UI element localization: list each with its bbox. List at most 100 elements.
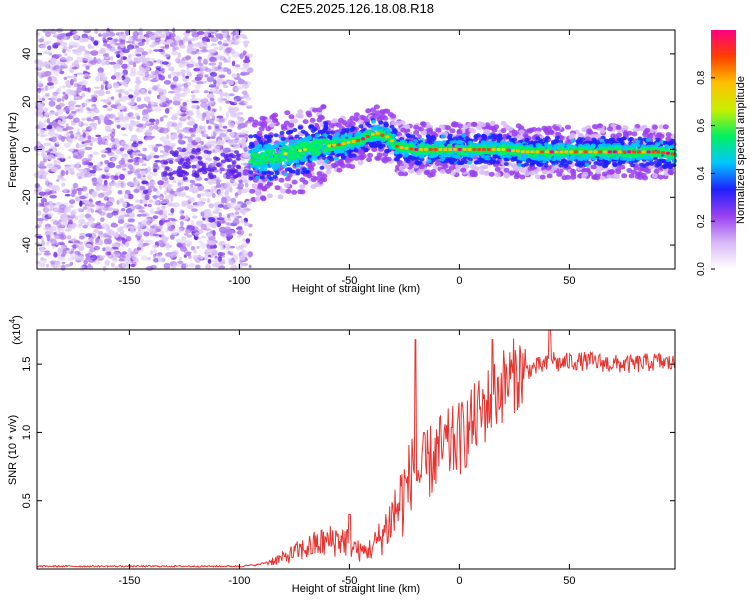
noise-speckle xyxy=(227,68,232,75)
noise-speckle xyxy=(126,64,131,70)
noise-speckle xyxy=(122,48,130,54)
noise-speckle xyxy=(193,189,200,193)
noise-speckle xyxy=(140,170,147,176)
noise-speckle xyxy=(78,218,85,225)
noise-speckle xyxy=(38,165,47,169)
noise-speckle xyxy=(100,217,105,223)
track-speckle xyxy=(456,129,463,135)
noise-speckle xyxy=(200,223,207,231)
track-speckle xyxy=(594,133,601,139)
noise-speckle xyxy=(44,250,50,253)
noise-speckle xyxy=(216,181,221,185)
noise-speckle xyxy=(179,44,186,49)
noise-speckle xyxy=(53,42,61,46)
track-speckle xyxy=(266,136,272,141)
noise-speckle xyxy=(40,259,47,264)
noise-speckle xyxy=(216,78,225,84)
noise-speckle xyxy=(101,154,107,158)
noise-speckle xyxy=(49,194,57,199)
noise-speckle xyxy=(145,168,151,175)
noise-speckle xyxy=(210,71,217,77)
noise-speckle xyxy=(142,175,146,178)
noise-speckle xyxy=(110,75,117,80)
noise-speckle xyxy=(39,202,45,207)
track-speckle xyxy=(344,122,351,128)
noise-speckle xyxy=(97,230,104,235)
noise-speckle xyxy=(181,56,190,61)
noise-speckle xyxy=(103,172,112,176)
noise-speckle xyxy=(228,93,235,97)
noise-speckle xyxy=(134,84,140,91)
noise-speckle xyxy=(62,127,69,132)
noise-speckle xyxy=(171,50,179,56)
noise-speckle xyxy=(144,194,150,201)
noise-speckle xyxy=(163,80,172,85)
noise-speckle xyxy=(244,42,249,48)
noise-speckle xyxy=(242,238,246,242)
noise-speckle xyxy=(55,104,62,110)
noise-speckle xyxy=(192,36,199,41)
noise-speckle xyxy=(216,54,222,60)
noise-speckle xyxy=(148,199,154,203)
noise-speckle xyxy=(128,36,134,43)
noise-speckle xyxy=(84,172,92,178)
noise-speckle xyxy=(121,145,128,149)
noise-speckle xyxy=(85,253,90,258)
noise-speckle xyxy=(213,79,217,85)
noise-speckle xyxy=(82,57,86,62)
noise-speckle xyxy=(163,236,169,240)
noise-speckle xyxy=(81,129,87,133)
noise-speckle xyxy=(215,183,222,188)
track-speckle xyxy=(595,169,602,175)
noise-speckle xyxy=(154,160,161,163)
noise-speckle xyxy=(136,96,142,102)
noise-speckle xyxy=(203,97,207,103)
noise-cluster xyxy=(162,172,168,177)
track-speckle xyxy=(317,114,324,120)
noise-speckle xyxy=(184,233,189,236)
noise-speckle xyxy=(78,144,82,148)
noise-speckle xyxy=(74,240,81,244)
noise-speckle xyxy=(114,144,120,148)
noise-speckle xyxy=(95,185,101,192)
noise-speckle xyxy=(223,85,229,88)
noise-speckle xyxy=(207,125,212,130)
noise-speckle xyxy=(77,189,82,196)
noise-speckle xyxy=(195,127,199,134)
track-speckle xyxy=(479,158,485,162)
track-speckle xyxy=(439,169,446,174)
track-speckle xyxy=(427,127,433,133)
track-speckle xyxy=(615,125,622,130)
noise-speckle xyxy=(120,182,124,188)
noise-speckle xyxy=(211,115,216,121)
noise-speckle xyxy=(79,232,87,237)
track-speckle xyxy=(280,136,286,141)
noise-speckle xyxy=(204,248,213,255)
noise-speckle xyxy=(44,137,50,141)
noise-cluster xyxy=(198,161,204,166)
noise-speckle xyxy=(186,234,193,238)
noise-speckle xyxy=(157,83,161,87)
track-speckle xyxy=(456,161,462,166)
noise-speckle xyxy=(70,78,74,86)
noise-speckle xyxy=(231,73,237,79)
noise-speckle xyxy=(50,185,56,190)
noise-speckle xyxy=(231,255,238,262)
noise-speckle xyxy=(173,44,180,48)
noise-speckle xyxy=(191,89,200,94)
noise-speckle xyxy=(209,97,215,101)
noise-speckle xyxy=(145,129,152,134)
noise-speckle xyxy=(161,101,170,108)
noise-speckle xyxy=(206,76,215,83)
noise-speckle xyxy=(143,231,150,237)
noise-speckle xyxy=(178,256,182,261)
noise-speckle xyxy=(211,65,218,72)
noise-speckle xyxy=(153,124,159,130)
noise-speckle xyxy=(147,203,152,208)
noise-speckle xyxy=(191,208,198,212)
noise-speckle xyxy=(81,102,85,108)
track-speckle xyxy=(284,182,291,188)
noise-speckle xyxy=(97,193,105,198)
noise-speckle xyxy=(236,231,242,235)
noise-speckle xyxy=(108,229,114,234)
